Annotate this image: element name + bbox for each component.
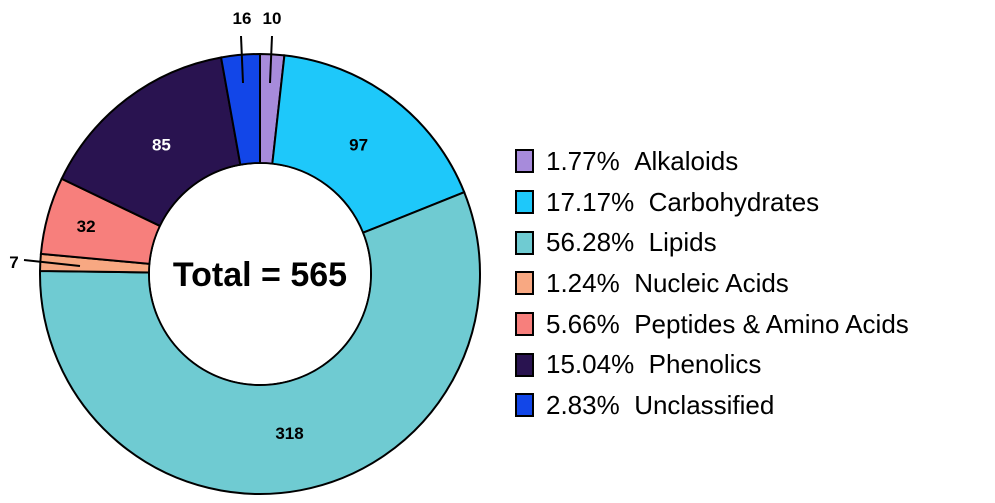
legend-swatch	[515, 190, 534, 215]
legend-label: Carbohydrates	[648, 186, 820, 217]
leader-line-nucleic-acids	[23, 259, 81, 267]
leader-line-alkaloids	[269, 35, 273, 84]
slice-lipids	[39, 190, 481, 495]
center-total-label: Total = 565	[173, 256, 347, 294]
legend-label: Peptides & Amino Acids	[634, 308, 909, 339]
data-label-phenolics: 85	[152, 135, 171, 154]
legend-swatch	[515, 352, 534, 377]
legend-item-nucleic-acids: 1.24% Nucleic Acids	[515, 263, 909, 304]
data-label-lipids: 318	[275, 424, 303, 443]
data-label-nucleic-acids: 7	[9, 253, 18, 272]
legend-item-carbohydrates: 17.17% Carbohydrates	[515, 182, 909, 223]
donut-slices	[39, 52, 481, 495]
slice-carbohydrates	[271, 54, 466, 235]
legend: 1.77% Alkaloids 17.17% Carbohydrates 56.…	[515, 141, 909, 426]
legend-swatch	[515, 393, 534, 418]
legend-item-peptides-amino-acids: 5.66% Peptides & Amino Acids	[515, 304, 909, 345]
legend-label: Nucleic Acids	[634, 267, 789, 298]
legend-item-phenolics: 15.04% Phenolics	[515, 344, 909, 385]
legend-swatch	[515, 312, 534, 337]
slice-unclassified	[219, 52, 261, 166]
data-labels: 10 97 318 7 32 85 16	[9, 9, 368, 443]
legend-percent: 5.66%	[546, 308, 620, 339]
data-label-carbohydrates: 97	[349, 135, 368, 154]
data-label-alkaloids: 10	[263, 9, 282, 28]
legend-percent: 1.77%	[546, 145, 620, 176]
donut-hole	[150, 164, 370, 384]
data-label-peptides-amino-acids: 32	[77, 217, 96, 236]
legend-percent: 15.04%	[546, 349, 635, 380]
legend-swatch	[515, 271, 534, 296]
legend-swatch	[515, 149, 534, 174]
legend-item-lipids: 56.28% Lipids	[515, 222, 909, 263]
legend-label: Lipids	[648, 227, 717, 258]
data-label-unclassified: 16	[233, 9, 252, 28]
leader-line-unclassified	[240, 35, 244, 84]
legend-percent: 17.17%	[546, 186, 635, 217]
legend-item-alkaloids: 1.77% Alkaloids	[515, 141, 909, 182]
legend-percent: 1.24%	[546, 267, 620, 298]
legend-percent: 56.28%	[546, 227, 635, 258]
legend-percent: 2.83%	[546, 389, 620, 420]
legend-label: Unclassified	[634, 389, 775, 420]
slice-phenolics	[60, 56, 242, 228]
legend-item-unclassified: 2.83% Unclassified	[515, 385, 909, 426]
legend-label: Phenolics	[648, 349, 762, 380]
legend-label: Alkaloids	[634, 145, 739, 176]
legend-swatch	[515, 230, 534, 255]
